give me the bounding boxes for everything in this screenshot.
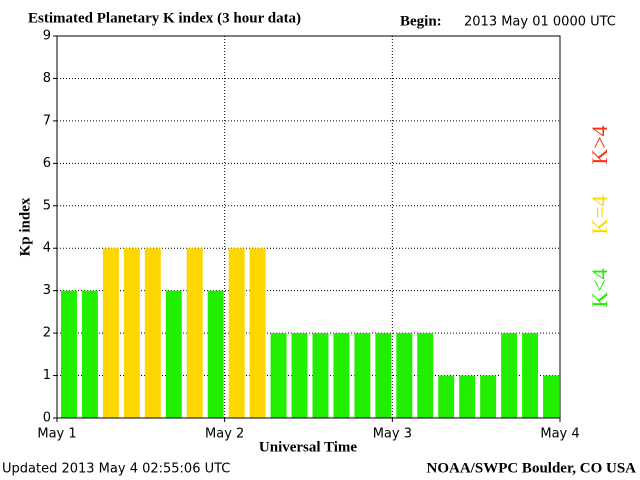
bar bbox=[522, 333, 539, 418]
bar bbox=[123, 248, 140, 418]
bar bbox=[312, 333, 329, 418]
y-tick-label: 2 bbox=[43, 326, 51, 341]
legend-label: K=4 bbox=[587, 195, 612, 234]
bar bbox=[102, 248, 119, 418]
credit: NOAA/SWPC Boulder, CO USA bbox=[427, 460, 637, 476]
bar bbox=[459, 375, 476, 418]
y-tick-label: 9 bbox=[43, 29, 51, 44]
bar bbox=[333, 333, 350, 418]
bar bbox=[480, 375, 497, 418]
x-tick-label: May 2 bbox=[205, 427, 244, 442]
bar bbox=[375, 333, 392, 418]
y-tick-label: 4 bbox=[43, 241, 51, 256]
x-tick-label: May 1 bbox=[37, 427, 76, 442]
updated: Updated 2013 May 4 02:55:06 UTC bbox=[2, 462, 230, 477]
bar bbox=[270, 333, 287, 418]
bar bbox=[61, 290, 77, 418]
plot-frame bbox=[56, 35, 561, 419]
y-tick-label: 8 bbox=[43, 71, 51, 86]
y-axis-label: Kp index bbox=[17, 197, 33, 256]
y-tick-label: 7 bbox=[43, 113, 51, 128]
chart-title: Estimated Planetary K index (3 hour data… bbox=[28, 10, 301, 26]
bar bbox=[396, 333, 413, 418]
legend-label: K<4 bbox=[587, 268, 612, 307]
bar bbox=[207, 290, 224, 418]
bar bbox=[501, 333, 518, 418]
bar bbox=[543, 375, 559, 418]
y-tick-label: 3 bbox=[43, 283, 51, 298]
x-axis-label: Universal Time bbox=[259, 439, 358, 455]
bar bbox=[438, 375, 455, 418]
bar bbox=[186, 248, 203, 418]
x-tick-label: May 3 bbox=[373, 427, 412, 442]
bar bbox=[354, 333, 371, 418]
y-tick-label: 0 bbox=[43, 411, 51, 426]
bar bbox=[144, 248, 161, 418]
begin-label: Begin: bbox=[400, 13, 442, 29]
bar bbox=[249, 248, 266, 418]
begin-value: 2013 May 01 0000 UTC bbox=[464, 15, 616, 30]
bar bbox=[417, 333, 434, 418]
y-tick-label: 5 bbox=[43, 198, 51, 213]
bar bbox=[81, 290, 98, 418]
bar bbox=[228, 248, 245, 418]
y-tick-label: 6 bbox=[43, 156, 51, 171]
x-tick-label: May 4 bbox=[540, 427, 579, 442]
bar bbox=[291, 333, 308, 418]
legend-label: K>4 bbox=[587, 125, 612, 164]
y-tick-label: 1 bbox=[43, 368, 51, 383]
bar bbox=[165, 290, 182, 418]
